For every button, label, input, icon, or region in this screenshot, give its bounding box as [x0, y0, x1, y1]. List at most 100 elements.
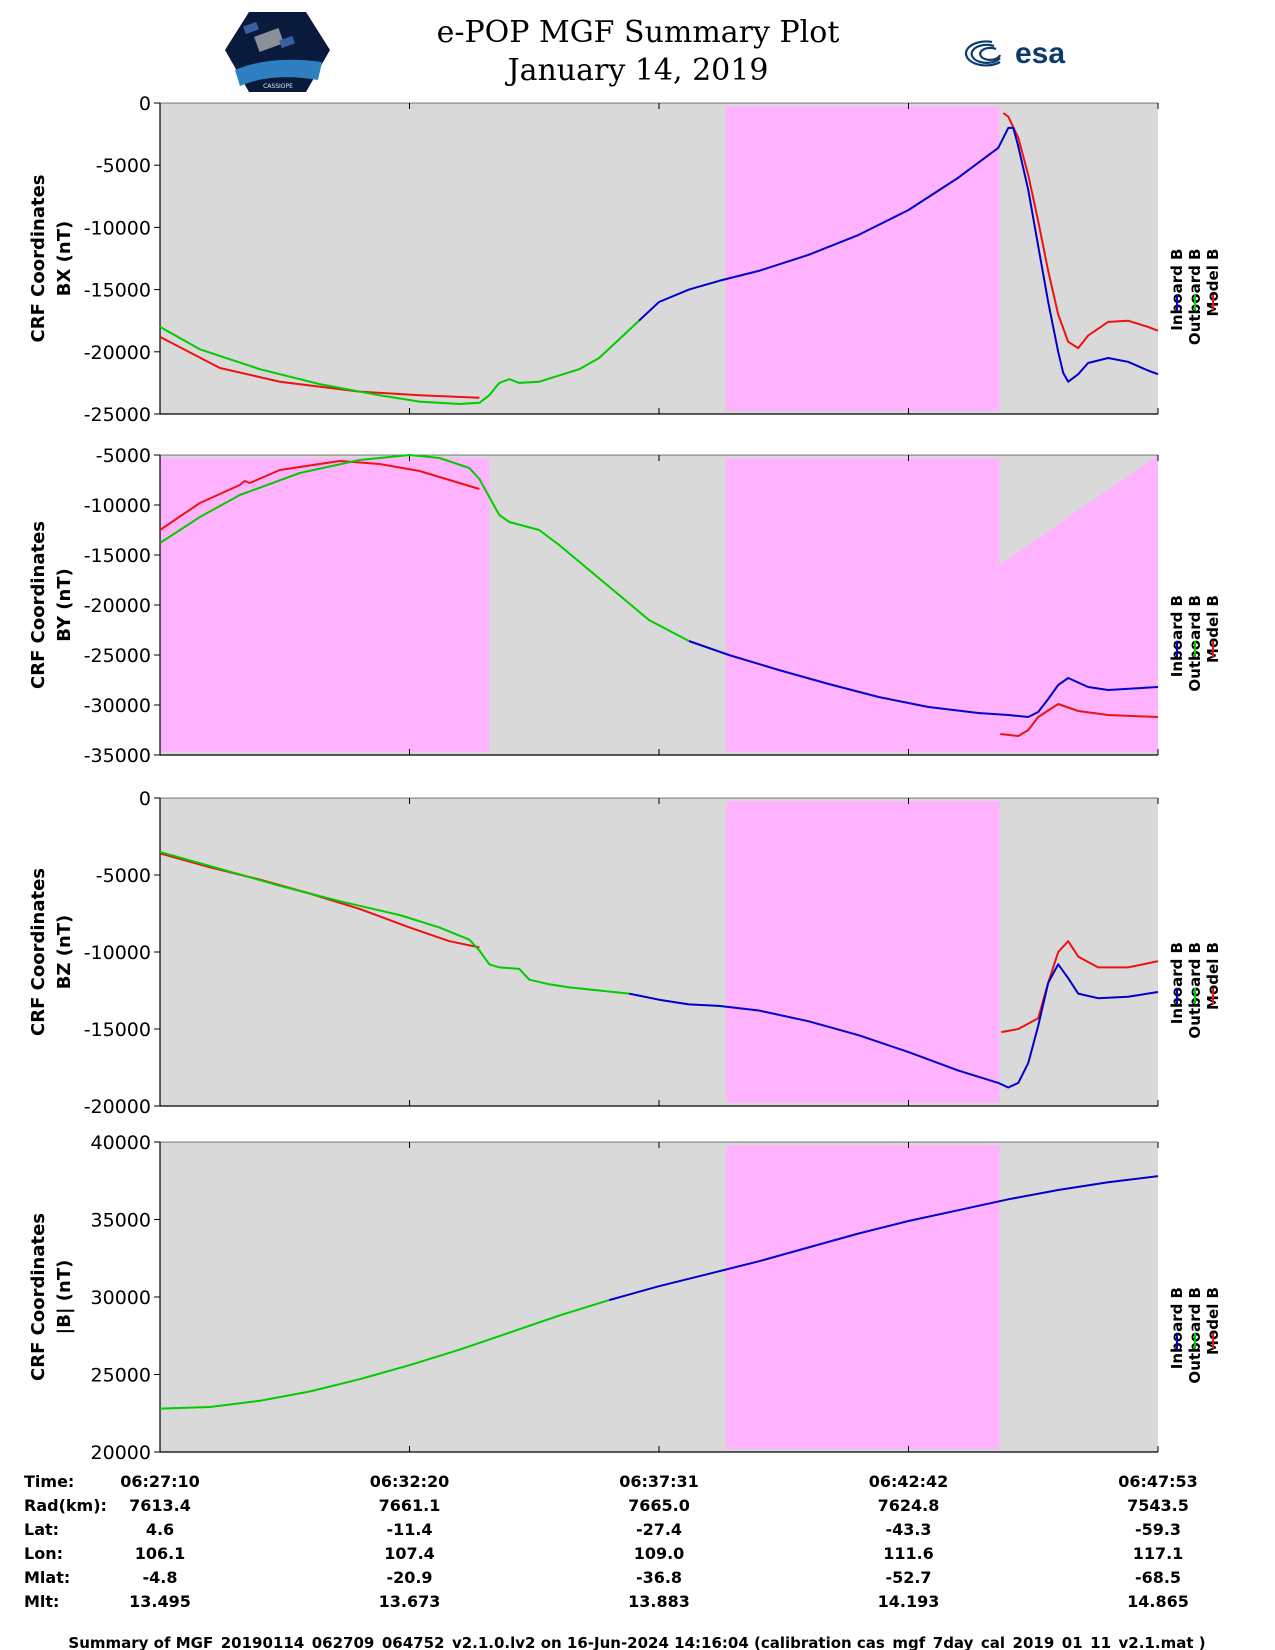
ephemeris-cell: 7613.4	[129, 1496, 191, 1515]
ephemeris-cell: -11.4	[386, 1520, 432, 1539]
ephemeris-cell: 13.673	[379, 1592, 441, 1611]
ephemeris-row-label: Lat:	[24, 1520, 59, 1539]
ephemeris-cell: 7624.8	[878, 1496, 940, 1515]
y-axis-label: BY (nT)	[54, 568, 75, 642]
esa-logo: esa	[964, 37, 1065, 70]
y-tick-label: -20000	[84, 595, 151, 617]
ephemeris-row-label: Mlat:	[24, 1568, 70, 1587]
legend-label: Inboard B	[1168, 942, 1186, 1024]
legend-label: Inboard B	[1168, 249, 1186, 331]
ephemeris-cell: 14.193	[878, 1592, 940, 1611]
legend-label: Inboard B	[1168, 1287, 1186, 1369]
data-gap-highlight	[725, 106, 1000, 411]
plot-background	[160, 1142, 1158, 1452]
ephemeris-cell: 14.865	[1127, 1592, 1189, 1611]
ephemeris-cell: 7665.0	[628, 1496, 690, 1515]
y-tick-label: -15000	[84, 545, 151, 567]
series-line-model-b	[1000, 703, 1159, 737]
earth-limb-icon	[235, 59, 322, 86]
ephemeris-cell: 06:37:31	[619, 1472, 699, 1491]
satellite-icon	[243, 21, 295, 52]
ephemeris-row-label: Mlt:	[24, 1592, 59, 1611]
ephemeris-row-label: Time:	[24, 1472, 74, 1491]
series-line-inboard-b	[608, 1175, 1159, 1302]
chart-panels: 0 -5000 -10000 -15000 -20000 -25000 CRF Coordi…	[28, 93, 1222, 1464]
ephemeris-cell: -4.8	[143, 1568, 178, 1587]
data-gap-highlight	[725, 1145, 1000, 1449]
legend-label: Model B	[1204, 942, 1222, 1010]
chart-panel-bz: 0 -5000 -10000 -15000 -20000 CRF Coordinates B…	[28, 788, 1222, 1118]
chart-panel-bx: 0 -5000 -10000 -15000 -20000 -25000 CRF Coordi…	[28, 93, 1222, 426]
y-tick-label: -15000	[84, 280, 151, 302]
y-axis-label: CRF Coordinates	[28, 1213, 49, 1381]
series-line-inboard-b	[628, 963, 1159, 1089]
y-axis-label: CRF Coordinates	[28, 521, 49, 689]
legend-label: Model B	[1204, 595, 1222, 663]
plot-background	[160, 103, 1158, 414]
ephemeris-cell: -20.9	[386, 1568, 432, 1587]
y-tick-label: -10000	[84, 217, 151, 239]
page-title: e-POP MGF Summary Plot	[437, 15, 840, 50]
y-tick-label: 20000	[91, 1442, 151, 1464]
series-line-model-b	[159, 336, 480, 399]
series-line-inboard-b	[638, 126, 1159, 383]
y-tick-label: -20000	[84, 1096, 151, 1118]
plot-background	[160, 798, 1158, 1106]
data-gap-highlight	[725, 801, 1000, 1103]
data-gap-highlight	[160, 458, 490, 752]
ephemeris-cell: 06:42:42	[869, 1472, 949, 1491]
y-tick-label: 0	[139, 788, 151, 810]
y-tick-label: 35000	[91, 1210, 151, 1232]
ephemeris-cell: 117.1	[1133, 1544, 1184, 1563]
esa-logo-text: esa	[1015, 37, 1065, 70]
y-axis-label: BX (nT)	[54, 221, 75, 296]
y-tick-label: 0	[139, 93, 151, 115]
ephemeris-cell: 109.0	[634, 1544, 685, 1563]
y-axis-label: CRF Coordinates	[28, 175, 49, 343]
ephemeris-cell: 7543.5	[1127, 1496, 1189, 1515]
data-gap-highlight	[999, 455, 1158, 752]
y-axis-label: CRF Coordinates	[28, 868, 49, 1036]
ephemeris-cell: 4.6	[146, 1520, 174, 1539]
ephemeris-cell: -36.8	[636, 1568, 682, 1587]
y-tick-label: -30000	[84, 695, 151, 717]
chart-panel-bmag: 40000 35000 30000 25000 20000 CRF Coordinates…	[28, 1132, 1222, 1464]
esa-swirl-icon	[964, 40, 1002, 67]
ephemeris-cell: 106.1	[135, 1544, 186, 1563]
series-line-inboard-b	[688, 640, 1159, 718]
y-tick-label: 40000	[91, 1132, 151, 1154]
series-line-outboard-b	[159, 319, 640, 405]
y-tick-label: -25000	[84, 645, 151, 667]
y-tick-label: -5000	[96, 445, 151, 467]
ephemeris-cell: 06:32:20	[370, 1472, 450, 1491]
ephemeris-cell: 13.495	[129, 1592, 191, 1611]
ephemeris-cell: 7661.1	[379, 1496, 441, 1515]
header: CASSIOPE e-POP MGF Summary Plot January …	[225, 12, 1065, 92]
ephemeris-cell: 13.883	[628, 1592, 690, 1611]
y-axis-label: |B| (nT)	[54, 1260, 75, 1335]
ephemeris-cell: 06:27:10	[120, 1472, 200, 1491]
series-line-model-b	[1001, 940, 1159, 1034]
legend: Inboard B Outboard B Model B	[1168, 595, 1222, 692]
y-tick-label: 25000	[91, 1365, 151, 1387]
ephemeris-cell: -59.3	[1135, 1520, 1181, 1539]
ephemeris-cell: -43.3	[885, 1520, 931, 1539]
legend: Inboard B Outboard B Model B	[1168, 942, 1222, 1039]
y-tick-label: -15000	[84, 1019, 151, 1041]
cassiope-logo-text: CASSIOPE	[263, 83, 293, 90]
ephemeris-cell: 06:47:53	[1118, 1472, 1198, 1491]
legend-label: Model B	[1204, 249, 1222, 317]
ephemeris-cell: -68.5	[1135, 1568, 1181, 1587]
y-tick-label: -10000	[84, 495, 151, 517]
series-line-model-b	[159, 460, 480, 531]
legend-label: Inboard B	[1168, 595, 1186, 677]
data-gap-highlight	[725, 458, 1000, 752]
y-tick-label: 30000	[91, 1287, 151, 1309]
ephemeris-cell: -27.4	[636, 1520, 682, 1539]
series-line-outboard-b	[159, 1299, 610, 1410]
cassiope-logo: CASSIOPE	[225, 12, 330, 92]
legend: Inboard B Outboard B Model B	[1168, 249, 1222, 346]
y-tick-label: -5000	[96, 155, 151, 177]
y-tick-label: -10000	[84, 942, 151, 964]
